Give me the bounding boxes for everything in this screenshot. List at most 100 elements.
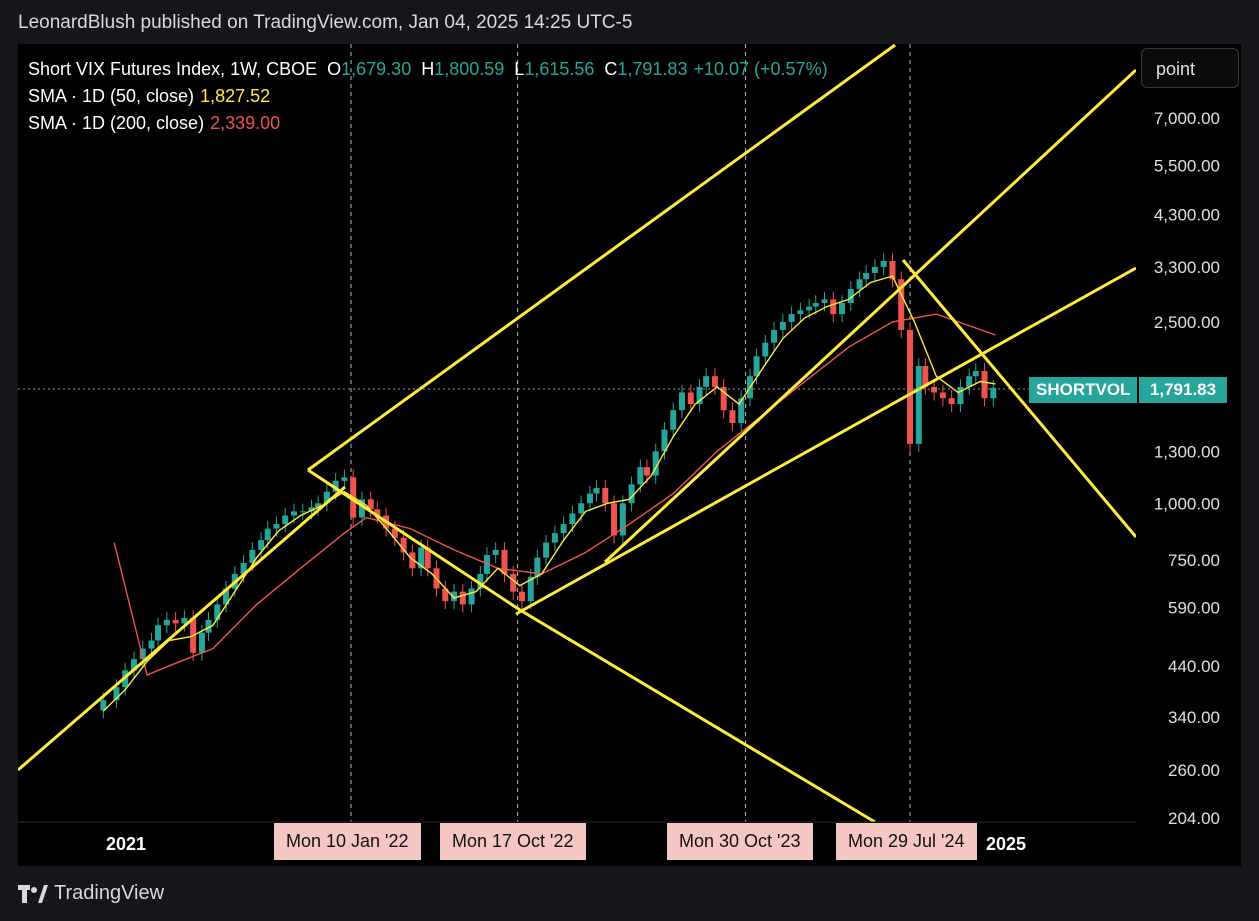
y-tick-label: 340.00 [1168, 708, 1220, 727]
candle [315, 503, 322, 508]
trendline-6[interactable] [603, 68, 1136, 564]
candle [282, 515, 289, 525]
close-label: C [604, 59, 618, 79]
candle [990, 387, 997, 399]
change-value: +10.07 (+0.57%) [693, 59, 828, 79]
candle [492, 549, 499, 556]
candle [198, 632, 205, 653]
candle [258, 540, 265, 550]
y-tick-label: 750.00 [1168, 551, 1220, 570]
sma200-label[interactable]: SMA · 1D (200, close) [28, 113, 205, 133]
candle [501, 549, 508, 574]
candle [332, 480, 339, 492]
y-tick-label: 204.00 [1168, 809, 1220, 828]
candle [679, 392, 686, 411]
y-tick-label: 4,300.00 [1154, 205, 1220, 224]
footer-brand-text: TradingView [54, 882, 165, 904]
candle [223, 588, 230, 605]
high-value: 1,800.59 [434, 59, 505, 79]
trendline-5[interactable] [515, 266, 1136, 616]
sma50-label[interactable]: SMA · 1D (50, close) [28, 86, 195, 106]
candle [240, 562, 247, 574]
candle [915, 366, 922, 444]
candle [205, 619, 212, 633]
candle [771, 329, 778, 343]
candle [148, 640, 155, 649]
candle [468, 588, 475, 605]
candle [569, 513, 576, 525]
legend: Short VIX Futures Index, 1W, CBOE O 1,679… [28, 56, 828, 137]
candle [643, 467, 650, 476]
candle [249, 549, 256, 563]
candle [729, 410, 736, 423]
footer-brand[interactable]: TradingView [18, 882, 164, 905]
date-marker-30-oct-23[interactable]: Mon 30 Oct '23 [667, 823, 813, 860]
candle [696, 386, 703, 405]
date-marker-10-jan-22[interactable]: Mon 10 Jan '22 [274, 823, 421, 860]
candle [907, 329, 913, 444]
candle [856, 279, 863, 290]
x-tick-2025: 2025 [986, 834, 1027, 854]
low-label: L [514, 59, 525, 79]
date-marker-17-oct-22[interactable]: Mon 17 Oct '22 [440, 823, 586, 860]
candle [948, 398, 955, 405]
candle [181, 618, 188, 624]
candle [308, 507, 315, 512]
y-tick-label: 1,000.00 [1154, 494, 1220, 513]
point-scale-button[interactable]: point [1141, 48, 1239, 88]
last-price-badge: 1,791.83 [1139, 377, 1227, 403]
candle [155, 625, 162, 641]
candle [130, 659, 137, 671]
candle [113, 687, 120, 701]
candle [863, 272, 870, 280]
y-tick-label: 3,300.00 [1154, 258, 1220, 277]
y-tick-label: 1,300.00 [1154, 442, 1220, 461]
y-tick-label: 5,500.00 [1154, 157, 1220, 176]
candle [551, 533, 558, 543]
candle [821, 299, 828, 303]
candle [788, 314, 795, 322]
date-marker-29-jul-24[interactable]: Mon 29 Jul '24 [836, 823, 977, 860]
y-axis[interactable]: 7,000.00 5,500.00 4,300.00 3,300.00 2,500.00… [1154, 109, 1220, 828]
tradingview-logo-icon [18, 884, 48, 903]
candle [670, 410, 677, 430]
candle [459, 591, 466, 605]
trendline-4[interactable] [519, 608, 876, 822]
ticker-badge: SHORTVOL [1029, 377, 1138, 403]
sma50-line [102, 275, 996, 712]
candle [830, 299, 837, 315]
candle [214, 604, 221, 620]
trendline-3[interactable] [307, 468, 521, 612]
symbol-title[interactable]: Short VIX Futures Index, 1W, CBOE [28, 59, 318, 79]
candle [527, 576, 534, 602]
sma200-line [113, 313, 996, 676]
candle [139, 648, 146, 660]
candle [543, 542, 550, 558]
open-label: O [327, 59, 342, 79]
candle [273, 524, 280, 529]
candle [753, 356, 760, 377]
candle [797, 310, 804, 315]
publisher-header: LeonardBlush published on TradingView.co… [18, 12, 633, 33]
open-value: 1,679.30 [341, 59, 412, 79]
candle [711, 376, 718, 387]
candle [611, 503, 618, 536]
candle [637, 467, 644, 485]
candle [602, 488, 609, 504]
candle [534, 557, 541, 577]
candle [163, 619, 170, 626]
candle [391, 528, 398, 538]
candle [418, 547, 425, 569]
candle [341, 477, 348, 481]
trendline-2[interactable] [307, 44, 896, 472]
chart-panel[interactable] [18, 44, 1241, 866]
candle [442, 588, 449, 602]
trendlines[interactable] [18, 44, 1136, 822]
candle [619, 503, 626, 536]
trendline-1[interactable] [18, 485, 346, 772]
x-tick-2021: 2021 [106, 834, 147, 854]
sma200-value: 2,339.00 [210, 113, 281, 133]
candle [560, 524, 567, 534]
trendline-7[interactable] [901, 259, 1136, 538]
